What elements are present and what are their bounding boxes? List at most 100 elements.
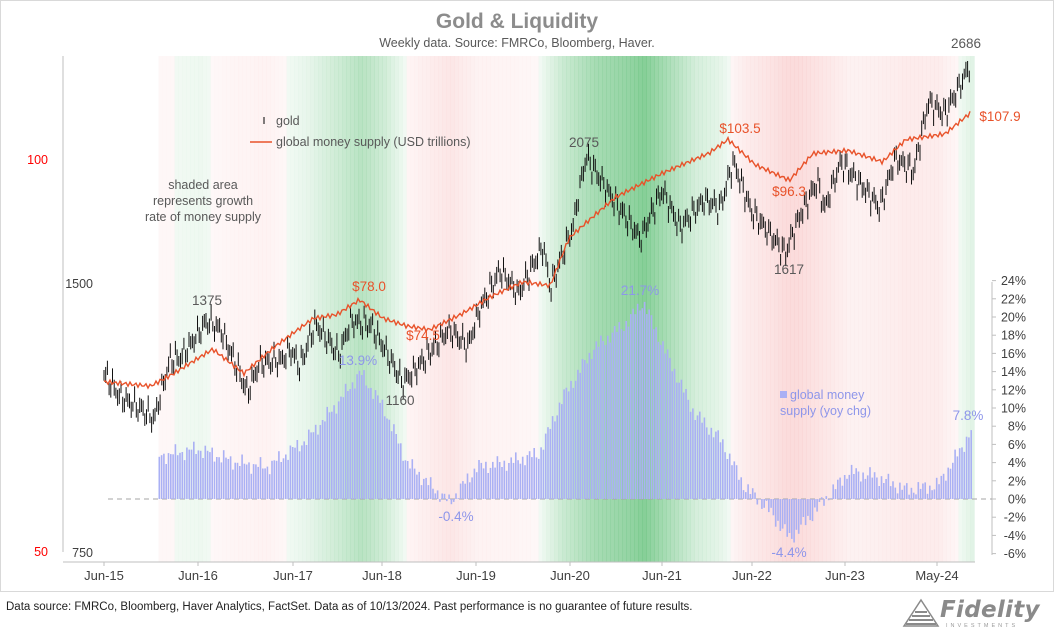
shade-band (710, 56, 715, 562)
shade-band (226, 56, 231, 562)
growth-bar (365, 385, 368, 499)
growth-bar (471, 477, 473, 499)
growth-bar (542, 449, 545, 499)
shade-band (886, 56, 891, 562)
shade-band (862, 56, 867, 562)
growth-bar (586, 363, 588, 499)
growth-bar (498, 462, 501, 499)
shade-band (694, 56, 699, 562)
shade-band (442, 56, 447, 562)
growth-bar (423, 478, 425, 499)
tick-labels: Jun-15 Jun-16 Jun-17 Jun-18 Jun-19 Jun-20 Jun-… (27, 153, 1026, 583)
shade-band (718, 56, 723, 562)
growth-bar (595, 341, 598, 499)
growth-bar (579, 372, 581, 499)
shade-band (314, 56, 319, 562)
growth-bar (853, 474, 855, 499)
growth-bar (556, 415, 558, 499)
growth-bar (609, 342, 611, 499)
shade-band (610, 56, 615, 562)
growth-bar (390, 431, 393, 499)
growth-bar (811, 499, 814, 522)
growth-bar (167, 453, 170, 499)
growth-bar (604, 345, 607, 499)
x-tick-label: Jun-21 (642, 568, 682, 583)
growth-bar (745, 492, 747, 499)
growth-bar (593, 349, 595, 499)
shade-band (586, 56, 591, 562)
shade-band (878, 56, 883, 562)
growth-bar (742, 490, 745, 499)
shade-band (902, 56, 907, 562)
growth-bar (848, 474, 851, 499)
growth-bar (887, 473, 890, 499)
growth-bar (885, 479, 887, 499)
growth-bar (331, 411, 333, 499)
growth-bar (641, 308, 644, 499)
shade-band (794, 56, 799, 562)
growth-bar (712, 437, 715, 499)
shade-band (326, 56, 331, 562)
growth-bar (443, 493, 446, 499)
growth-bar (225, 457, 227, 499)
growth-bar (567, 391, 570, 499)
growth-bar (777, 499, 779, 521)
growth-bar (179, 452, 181, 499)
shade-band (294, 56, 299, 562)
growth-bar (869, 467, 871, 499)
shade-band (562, 56, 567, 562)
pct-axis-tick: 14% (1001, 365, 1026, 379)
growth-bar (731, 465, 733, 499)
growth-bar (402, 460, 404, 499)
pct-axis-tick: 10% (1001, 402, 1026, 416)
growth-bar (929, 485, 931, 499)
growth-bar (908, 494, 910, 499)
growth-bar (903, 485, 906, 499)
growth-bar (211, 447, 213, 499)
shade-band (954, 56, 959, 562)
growth-bar (503, 460, 506, 499)
shade-band (774, 56, 779, 562)
growth-bar (202, 458, 204, 499)
shade-band (594, 56, 599, 562)
growth-bar (634, 314, 637, 499)
gold-axis-tick: 1500 (65, 277, 93, 291)
growth-bar (763, 499, 765, 508)
growth-bar (956, 456, 959, 499)
shade-band (726, 56, 731, 562)
growth-bar (469, 482, 471, 499)
growth-bar (501, 467, 503, 499)
growth-bar (538, 458, 540, 499)
growth-bar (314, 424, 317, 499)
growth-bar (204, 445, 207, 499)
growth-bar (933, 489, 936, 499)
growth-bar (572, 387, 575, 499)
growth-bar (379, 402, 381, 499)
growth-bar (328, 412, 331, 499)
annotation-label: 1375 (192, 293, 222, 308)
annotation-label: 2075 (569, 135, 599, 150)
growth-bar (577, 369, 579, 499)
growth-bar (174, 444, 177, 499)
shade-band (274, 56, 279, 562)
growth-bar (807, 499, 809, 516)
shading-note-line-1: shaded area (168, 178, 238, 192)
growth-bar (646, 314, 648, 499)
growth-bar (519, 463, 522, 499)
growth-bar (892, 481, 894, 499)
growth-bar (889, 486, 892, 499)
shade-band (214, 56, 219, 562)
growth-bar (843, 475, 846, 499)
growth-bar (294, 447, 296, 499)
shade-band (422, 56, 427, 562)
growth-bar (351, 382, 354, 499)
gold-axis-tick: 750 (72, 546, 93, 560)
growth-bar (802, 499, 805, 517)
growth-bar (623, 331, 625, 499)
growth-bar (356, 374, 358, 499)
growth-bar (489, 467, 492, 499)
shading-note: shaded area represents growth rate of mo… (145, 178, 262, 224)
shade-band (662, 56, 667, 562)
shade-band (482, 56, 487, 562)
shade-band (242, 56, 247, 562)
